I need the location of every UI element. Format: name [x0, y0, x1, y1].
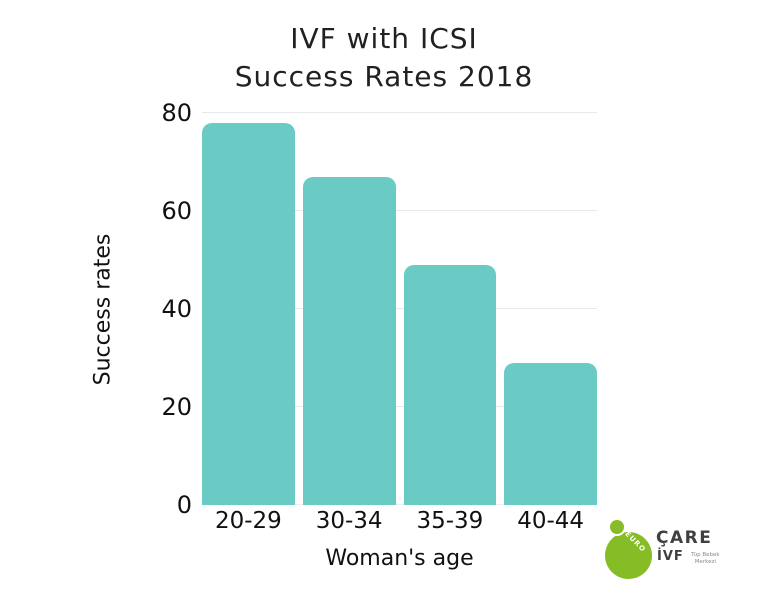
chart-title-line1: IVF with ICSI [290, 22, 478, 55]
gridline-40 [202, 308, 597, 309]
chart-title: IVF with ICSI Success Rates 2018 [0, 20, 768, 96]
bar-35-39 [403, 264, 497, 505]
care-ivf-logo: EURO ÇARE İVF Tüp Bebek Merkezi [600, 505, 768, 593]
bar-30-34 [302, 176, 396, 505]
x-axis-title: Woman's age [202, 546, 597, 571]
logo-tagline-line1: Tüp Bebek [691, 552, 720, 558]
y-tick-0: 0 [176, 491, 192, 519]
y-axis-title: Success rates [85, 113, 121, 505]
bar-group [202, 113, 597, 505]
logo-brand-name: ÇARE [656, 528, 713, 548]
plot-area [202, 112, 597, 505]
x-tick-20-29: 20-29 [214, 508, 282, 534]
gridline-20 [202, 406, 597, 407]
logo-dot-circle [608, 518, 626, 536]
logo-brand-sub: İVF [657, 549, 684, 564]
chart-title-line2: Success Rates 2018 [234, 60, 534, 93]
x-axis-ticks: 20-29 30-34 35-39 40-44 [202, 508, 597, 534]
x-tick-35-39: 35-39 [416, 508, 484, 534]
y-tick-20: 20 [161, 393, 192, 421]
y-axis-title-text: Success rates [90, 233, 116, 385]
x-tick-40-44: 40-44 [517, 508, 585, 534]
y-tick-80: 80 [161, 99, 192, 127]
bar-20-29 [202, 122, 295, 505]
logo-euro-text: EURO [623, 530, 648, 554]
y-tick-40: 40 [161, 295, 192, 323]
x-tick-30-34: 30-34 [315, 508, 383, 534]
gridline-0 [202, 504, 597, 505]
gridline-60 [202, 210, 597, 211]
logo-circle: EURO [605, 530, 652, 579]
logo-tagline: Tüp Bebek Merkezi [691, 552, 720, 565]
y-axis-ticks: 0 20 40 60 80 [118, 99, 192, 519]
x-axis-title-text: Woman's age [325, 546, 474, 571]
gridline-80 [202, 112, 597, 113]
logo-tagline-line2: Merkezi [694, 558, 716, 565]
y-tick-60: 60 [161, 197, 192, 225]
bar-40-44 [504, 362, 597, 505]
